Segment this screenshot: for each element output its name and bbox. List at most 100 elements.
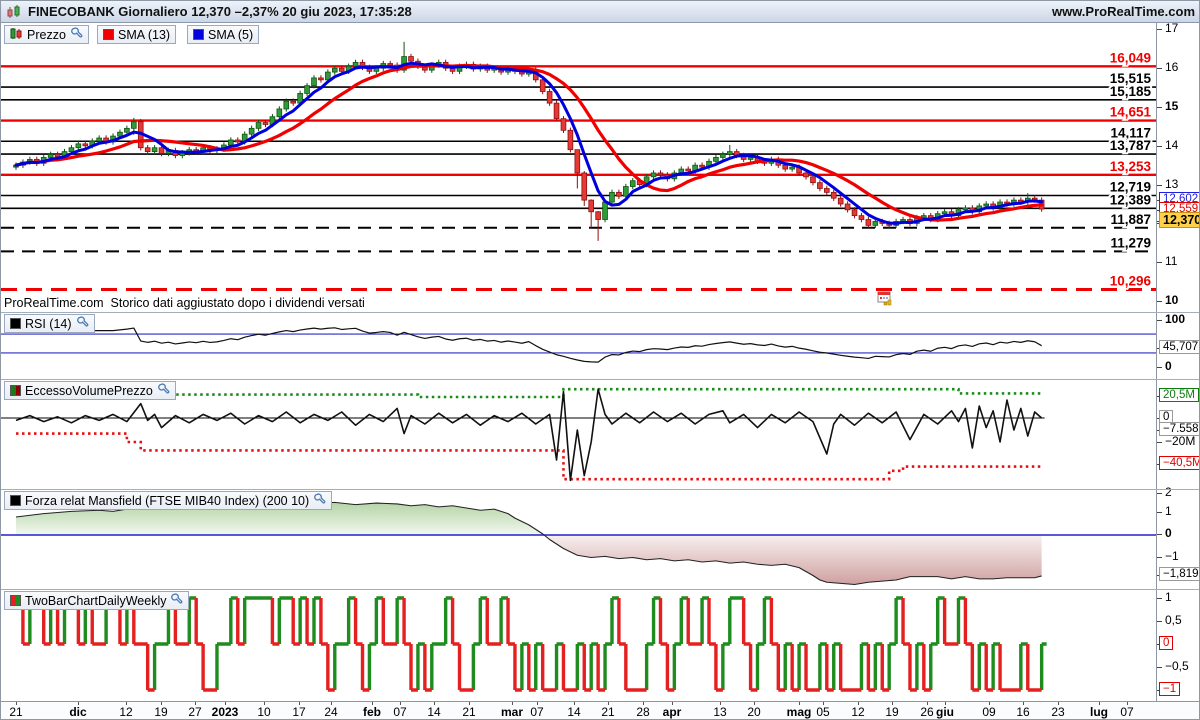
time-axis-label: 14 (427, 705, 441, 719)
axis-tick (1157, 621, 1162, 622)
header-twobar[interactable]: TwoBarChartDailyWeekly (4, 591, 190, 610)
time-axis-tick (574, 702, 575, 705)
twobar-color-swatch-icon (10, 595, 21, 606)
value-axis[interactable]: 171615141312111012,60212,55912,370100045… (1156, 21, 1199, 701)
time-axis-tick (372, 702, 373, 705)
time-axis-label: mar (500, 705, 524, 719)
header-mansfield[interactable]: Forza relat Mansfield (FTSE MIB40 Index)… (4, 491, 333, 510)
time-axis[interactable]: 21 dic 12 19 27 2023 10 17 24 feb 07 14 21 mar 07 14 21 2… (1, 701, 1199, 719)
axis-value-box: 0 (1159, 636, 1174, 650)
pane-separator[interactable] (1, 489, 1199, 490)
wrench-icon[interactable] (157, 382, 170, 399)
time-axis-tick (799, 702, 800, 705)
axis-tick (1157, 320, 1162, 321)
time-axis-tick (823, 702, 824, 705)
time-axis-label: 12 (851, 705, 865, 719)
time-axis-tick (608, 702, 609, 705)
time-axis-label: 26 (920, 705, 934, 719)
time-axis-label: 07 (1120, 705, 1134, 719)
sma13-color-swatch-icon (103, 29, 114, 40)
svg-text:13,253: 13,253 (1110, 159, 1152, 174)
axis-value-box: 45,707 (1159, 340, 1199, 354)
svg-text:16,049: 16,049 (1110, 50, 1151, 65)
time-axis-label: 28 (636, 705, 650, 719)
rsi-color-swatch-icon (10, 318, 21, 329)
svg-text:14,651: 14,651 (1110, 105, 1152, 120)
time-axis-label: 21 (462, 705, 476, 719)
time-axis-label: 27 (188, 705, 202, 719)
time-axis-label: mag (786, 705, 812, 719)
time-axis-tick (512, 702, 513, 705)
time-axis-tick (195, 702, 196, 705)
dividend-calendar-icon (877, 291, 893, 306)
pane-separator[interactable] (1, 312, 1199, 313)
axis-label: −1 (1165, 549, 1179, 563)
axis-label: 11 (1165, 254, 1178, 269)
time-axis-label: 21 (601, 705, 615, 719)
website-link[interactable]: www.ProRealTime.com (1051, 4, 1195, 19)
time-axis-label: dic (69, 705, 87, 719)
time-axis-label: 14 (567, 705, 581, 719)
time-axis-tick (1127, 702, 1128, 705)
axis-value-box: −40,5M (1159, 456, 1199, 470)
legend-sma5[interactable]: SMA (5) (187, 25, 260, 44)
svg-text:13,787: 13,787 (1110, 138, 1151, 153)
time-axis-label: lug (1090, 705, 1108, 719)
axis-label: 100 (1165, 312, 1186, 326)
axis-label: 1 (1165, 504, 1172, 518)
time-axis-tick (989, 702, 990, 705)
time-axis-tick (225, 702, 226, 705)
axis-tick (1157, 442, 1162, 443)
time-axis-label: 07 (393, 705, 407, 719)
axis-tick (1157, 667, 1162, 668)
time-axis-tick (858, 702, 859, 705)
svg-text:10,296: 10,296 (1110, 274, 1152, 289)
axis-label: 0 (1165, 526, 1172, 540)
wrench-icon[interactable] (70, 26, 83, 43)
svg-text:14,117: 14,117 (1110, 125, 1151, 140)
axis-value-box: −1,8192 (1159, 567, 1199, 581)
axis-label: −20M (1165, 434, 1196, 448)
header-rsi-label: RSI (14) (25, 316, 72, 331)
time-axis-tick (1023, 702, 1024, 705)
axis-tick (1157, 493, 1162, 494)
time-axis-tick (469, 702, 470, 705)
axis-tick (1157, 145, 1162, 147)
svg-text:15,185: 15,185 (1110, 84, 1152, 99)
axis-label: 17 (1165, 21, 1179, 36)
pane-separator[interactable] (1, 589, 1199, 590)
header-volume-excess[interactable]: EccessoVolumePrezzo (4, 381, 176, 400)
axis-tick (1157, 512, 1162, 513)
candlestick-icon (6, 4, 22, 20)
time-axis-label: 19 (885, 705, 899, 719)
time-axis-label: 09 (982, 705, 996, 719)
axis-tick (1157, 29, 1162, 31)
legend-sma13[interactable]: SMA (13) (97, 25, 177, 44)
axis-tick (1157, 68, 1162, 70)
header-rsi[interactable]: RSI (14) (4, 314, 95, 333)
time-axis-tick (945, 702, 946, 705)
legend-sma5-label: SMA (5) (208, 27, 254, 42)
instrument-title: FINECOBANK Giornaliero 12,370 –2,37% 20 … (28, 4, 412, 19)
time-axis-label: 05 (816, 705, 830, 719)
rsi-pane[interactable] (1, 313, 1156, 379)
axis-tick (1157, 534, 1162, 535)
wrench-icon[interactable] (170, 592, 183, 609)
pane-separator[interactable] (1, 379, 1199, 380)
axis-tick (1157, 598, 1162, 599)
time-axis-label: 20 (747, 705, 761, 719)
axis-tick (1157, 107, 1162, 108)
axis-label: 14 (1165, 137, 1179, 152)
price-chart-pane[interactable]: 16,049 15,515 15,185 14,651 14,117 13,787 13,2… (1, 23, 1156, 311)
time-axis-tick (331, 702, 332, 705)
wrench-icon[interactable] (76, 315, 89, 332)
svg-text:11,887: 11,887 (1110, 212, 1151, 227)
axis-tick (1157, 367, 1162, 368)
time-axis-tick (537, 702, 538, 705)
legend-prezzo-label: Prezzo (27, 27, 66, 42)
wrench-icon[interactable] (313, 492, 326, 509)
legend-prezzo[interactable]: Prezzo (4, 25, 89, 44)
time-axis-label: apr (662, 705, 682, 719)
time-axis-label: 24 (324, 705, 338, 719)
axis-value-box: −1 (1159, 682, 1181, 696)
